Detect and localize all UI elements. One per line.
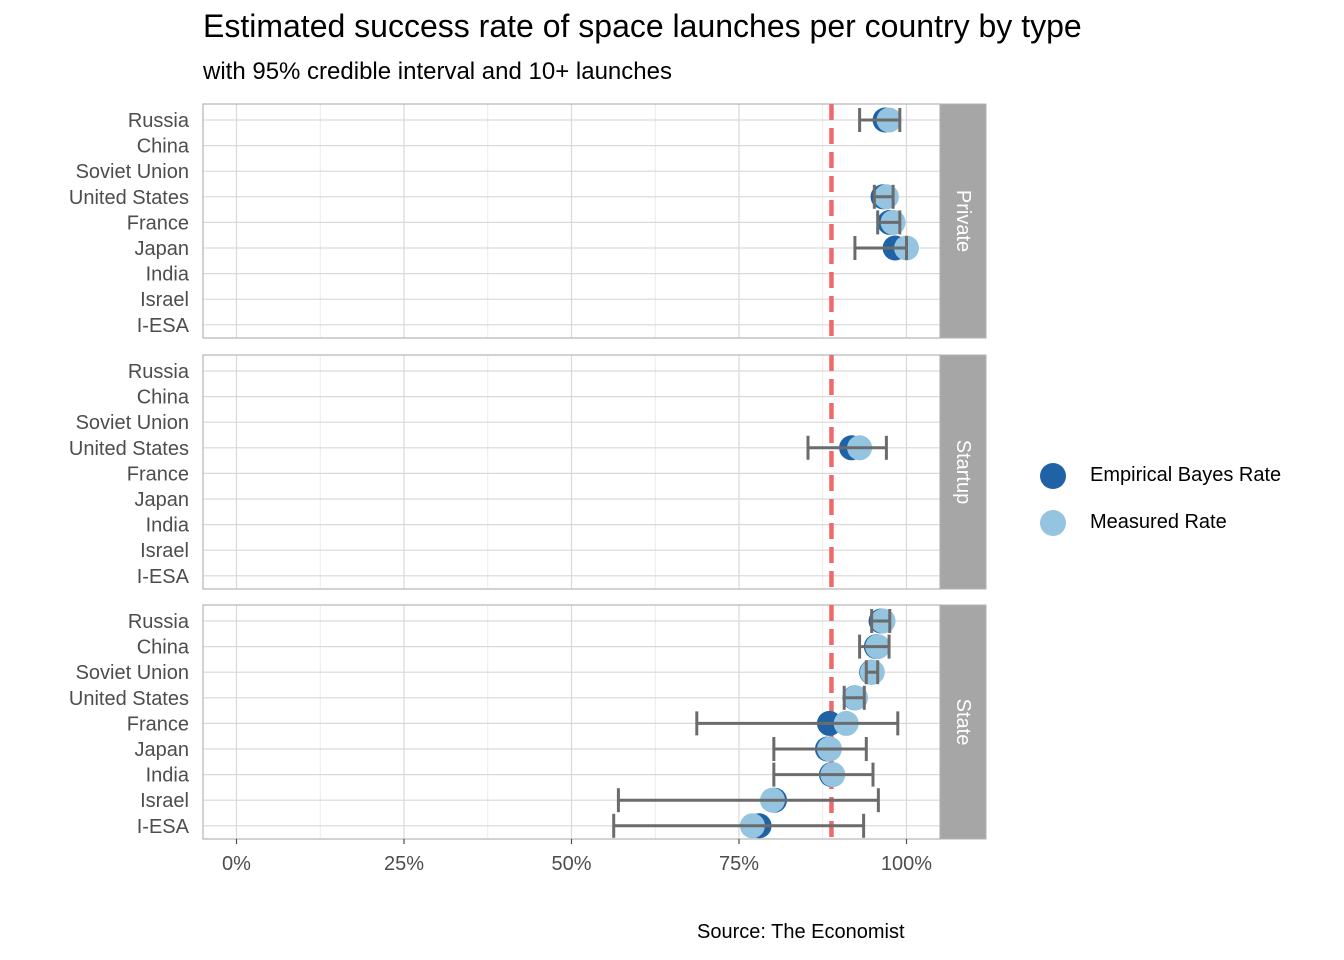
facet-label-startup: Startup bbox=[952, 440, 974, 504]
x-tick-label: 50% bbox=[551, 853, 591, 875]
y-tick-label: China bbox=[137, 136, 190, 158]
y-tick-label: Japan bbox=[135, 238, 190, 260]
y-tick-label: India bbox=[146, 515, 190, 537]
y-tick-label: France bbox=[127, 713, 189, 735]
x-tick-label: 100% bbox=[881, 853, 932, 875]
y-tick-label: Israel bbox=[140, 790, 189, 812]
x-tick-label: 75% bbox=[719, 853, 759, 875]
y-tick-label: I-ESA bbox=[137, 566, 190, 588]
y-tick-label: Japan bbox=[135, 739, 190, 761]
y-tick-label: Soviet Union bbox=[76, 662, 189, 684]
facet-strip-startup bbox=[939, 354, 987, 590]
y-tick-label: China bbox=[137, 637, 190, 659]
y-tick-label: Russia bbox=[128, 611, 190, 633]
facet-strip-private bbox=[939, 103, 987, 339]
x-tick-label: 25% bbox=[384, 853, 424, 875]
y-tick-label: United States bbox=[69, 438, 189, 460]
legend-swatch-measured bbox=[1040, 509, 1066, 536]
y-tick-label: Israel bbox=[140, 289, 189, 311]
facet-strip-state bbox=[939, 604, 987, 840]
y-tick-label: India bbox=[146, 765, 190, 787]
legend-label-empirical: Empirical Bayes Rate bbox=[1090, 464, 1282, 486]
legend-label-measured: Measured Rate bbox=[1090, 511, 1227, 533]
y-tick-label: Soviet Union bbox=[76, 412, 189, 434]
y-tick-label: China bbox=[137, 387, 190, 409]
y-tick-label: United States bbox=[69, 187, 189, 209]
legend-item-empirical: Empirical Bayes Rate bbox=[1040, 452, 1281, 499]
facet-label-state: State bbox=[952, 699, 974, 746]
y-tick-label: Japan bbox=[135, 489, 190, 511]
y-tick-label: France bbox=[127, 212, 189, 234]
y-tick-label: I-ESA bbox=[137, 816, 190, 838]
y-tick-label: France bbox=[127, 463, 189, 485]
y-tick-label: United States bbox=[69, 688, 189, 710]
y-tick-label: I-ESA bbox=[137, 315, 190, 337]
y-tick-label: India bbox=[146, 264, 190, 286]
chart-caption: Source: The Economist bbox=[697, 921, 905, 943]
legend: Empirical Bayes Rate Measured Rate bbox=[1040, 452, 1281, 546]
x-tick-label: 0% bbox=[222, 853, 251, 875]
chart-subtitle: with 95% credible interval and 10+ launc… bbox=[203, 58, 672, 85]
y-tick-label: Soviet Union bbox=[76, 161, 189, 183]
y-tick-label: Russia bbox=[128, 110, 190, 132]
chart-title: Estimated success rate of space launches… bbox=[203, 8, 1082, 44]
y-tick-label: Russia bbox=[128, 361, 190, 383]
legend-item-measured: Measured Rate bbox=[1040, 499, 1281, 546]
facet-label-private: Private bbox=[952, 190, 974, 252]
y-tick-label: Israel bbox=[140, 540, 189, 562]
legend-swatch-empirical bbox=[1040, 462, 1066, 489]
